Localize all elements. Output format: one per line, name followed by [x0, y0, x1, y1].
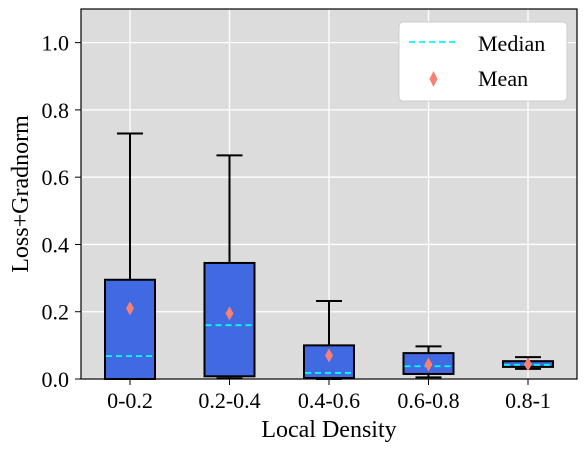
box-0.6-0.8 [402, 345, 455, 379]
legend-median-label: Median [478, 31, 545, 56]
x-tick-label: 0.6-0.8 [397, 388, 459, 413]
y-axis-label: Loss+Gradnorm [8, 115, 34, 273]
mean-marker [225, 306, 234, 321]
y-tick-label: 0.8 [42, 98, 70, 123]
mean-marker [524, 357, 532, 372]
box-0.8-1 [502, 356, 554, 372]
y-tick-label: 0.0 [42, 367, 70, 392]
mean-marker [325, 348, 333, 363]
axis-ticks: 0.0 0.2 0.4 0.6 0.8 1.0 0-0.2 0.2-0.4 0.4-0.6 0.6… [42, 31, 551, 413]
boxes [104, 132, 554, 381]
x-axis-label: Local Density [261, 417, 396, 443]
mean-marker [126, 301, 134, 316]
mean-marker [424, 357, 433, 372]
y-tick-label: 0.4 [42, 232, 70, 257]
x-tick-label: 0.2-0.4 [198, 388, 260, 413]
y-tick-label: 0.6 [42, 165, 70, 190]
y-tick-label: 1.0 [42, 31, 70, 56]
legend: Median Mean [398, 21, 568, 102]
box-0.2-0.4 [203, 154, 256, 380]
box-0-0.2 [104, 132, 156, 381]
box-body [104, 278, 156, 381]
x-tick-label: 0.4-0.6 [298, 388, 360, 413]
x-tick-label: 0-0.2 [107, 388, 153, 413]
legend-mean-label: Mean [478, 66, 528, 91]
legend-mean-marker [429, 71, 438, 87]
y-tick-label: 0.2 [42, 300, 70, 325]
x-tick-label: 0.8-1 [505, 388, 551, 413]
